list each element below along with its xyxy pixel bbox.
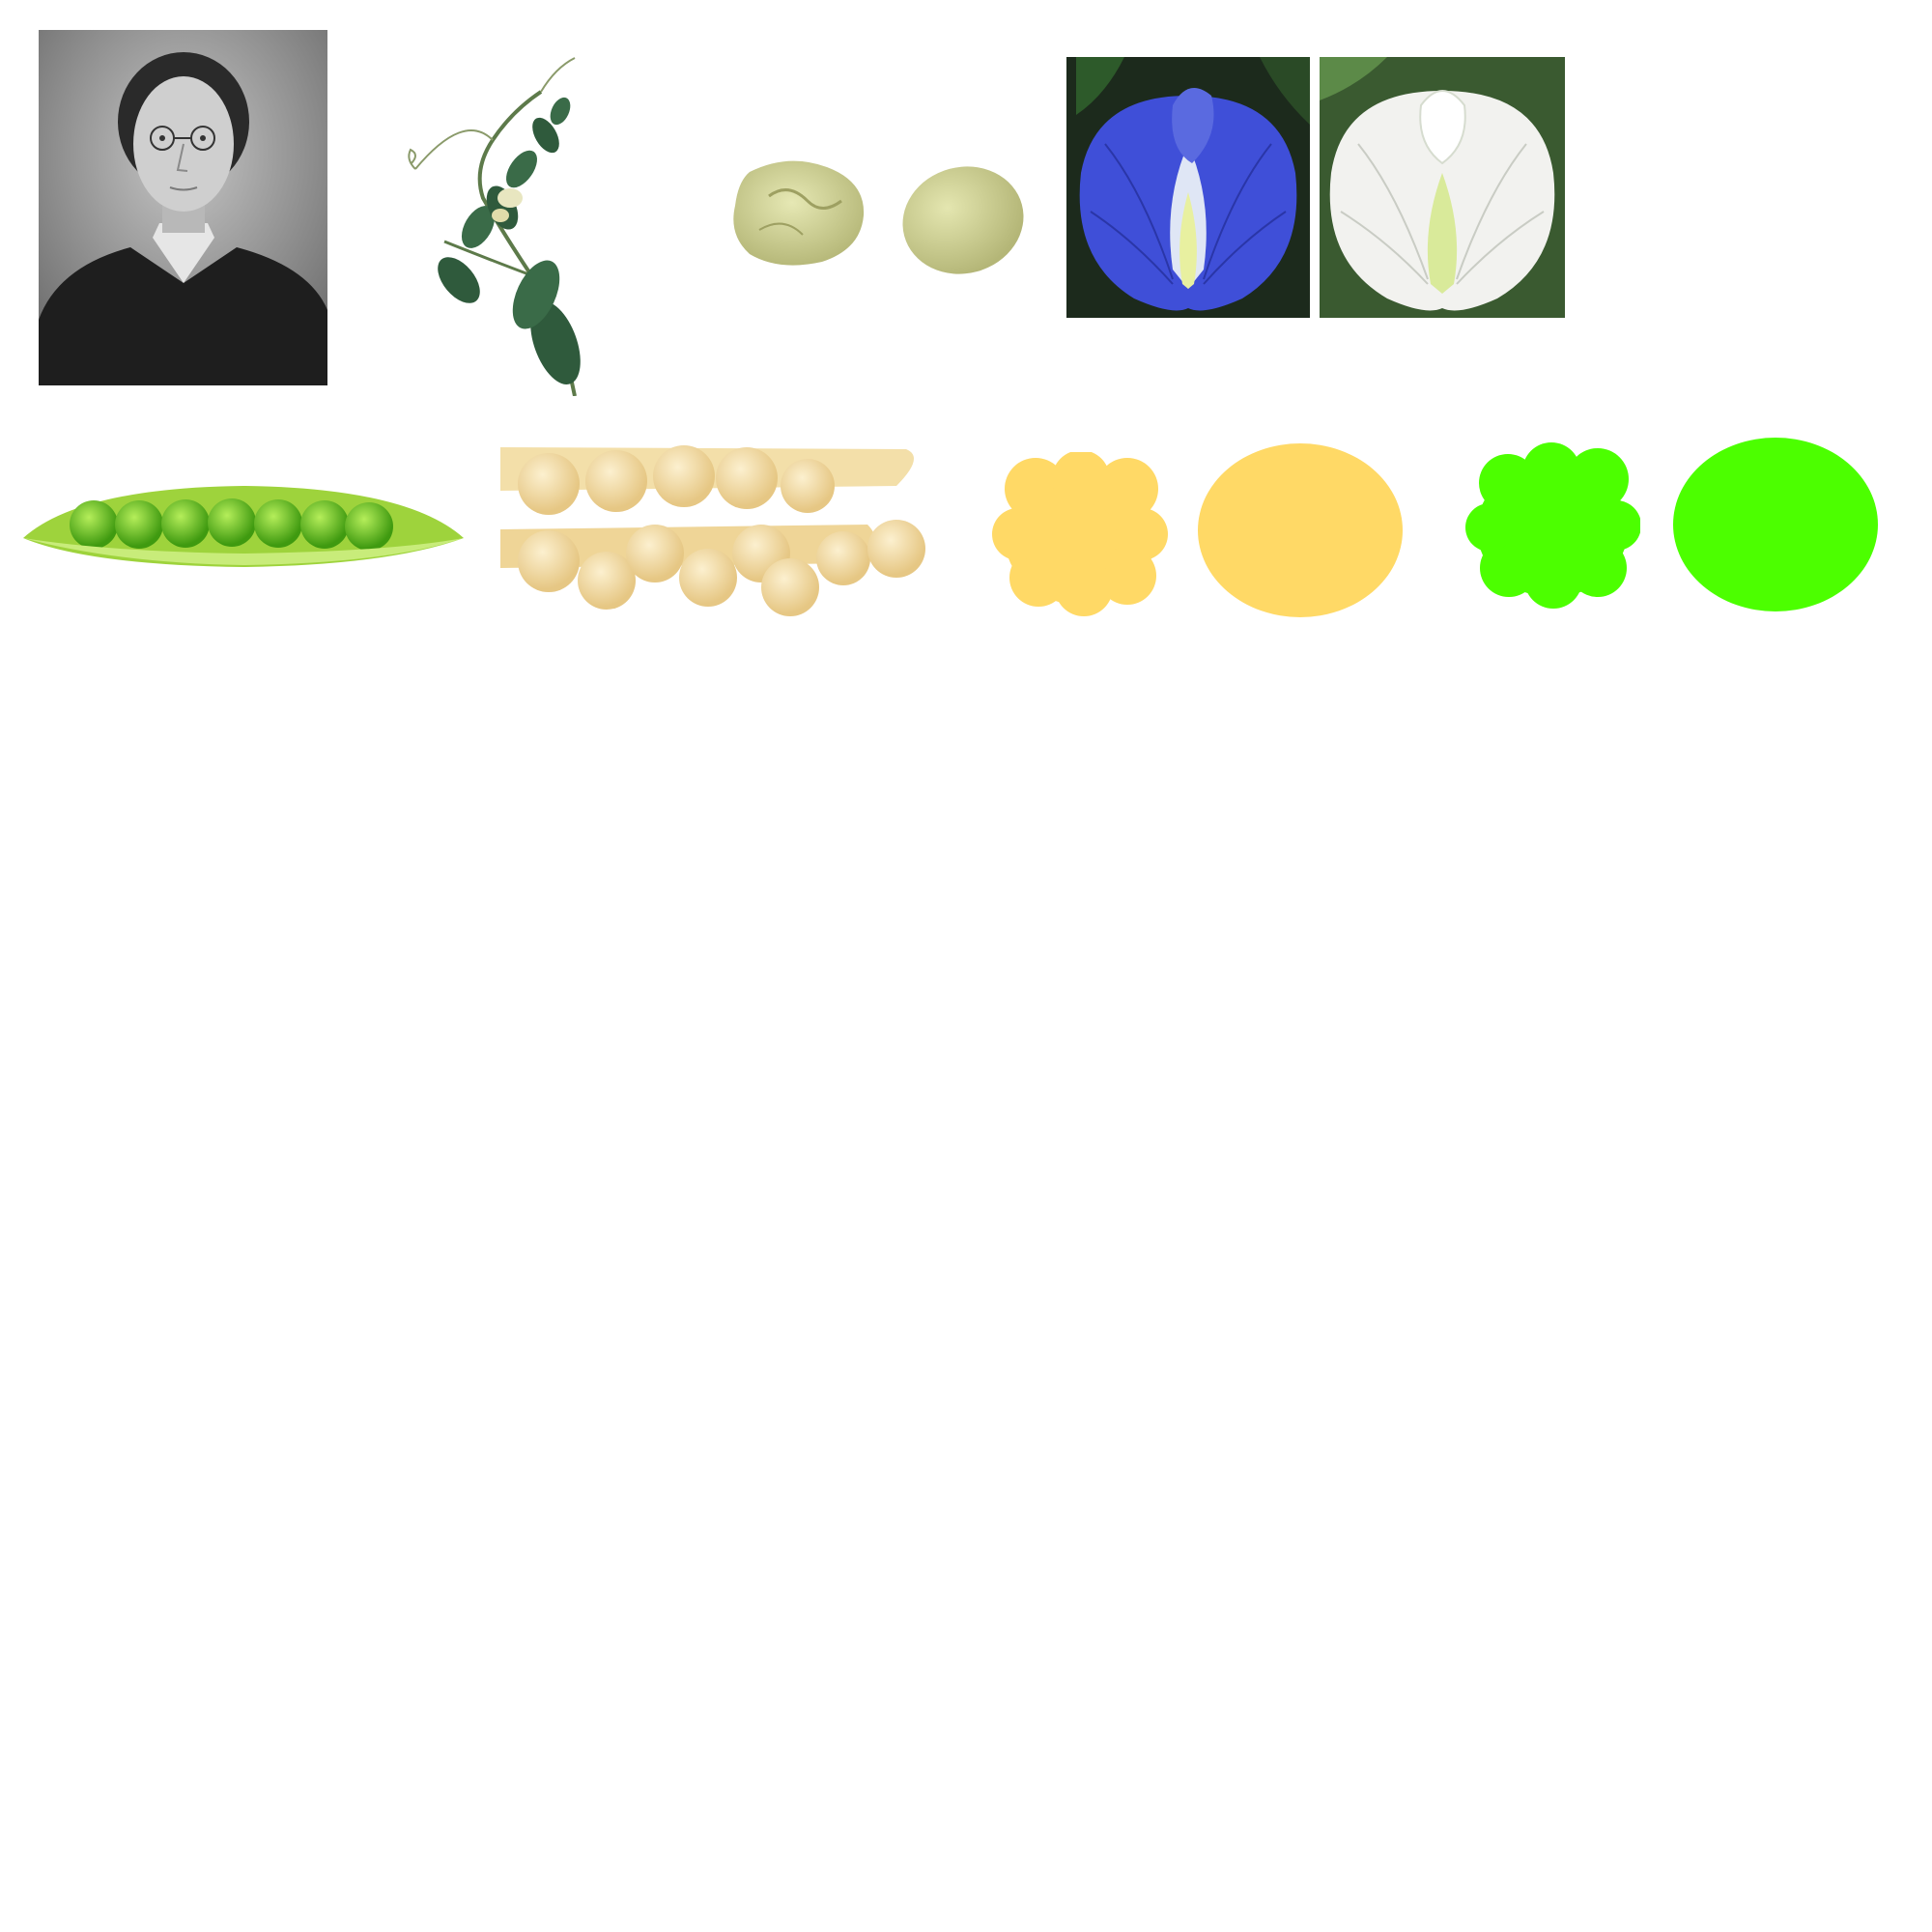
- pea-plant-illustration: [386, 53, 599, 396]
- yellow-wrinkled-shape: [992, 452, 1168, 618]
- green-pod-photo: [21, 478, 466, 575]
- green-wrinkled-shape: [1464, 442, 1640, 612]
- green-round-icon: [1673, 438, 1878, 611]
- round-seed: [900, 164, 1026, 275]
- green-wrinkled-icon: [1465, 442, 1640, 609]
- round-seed-icon: [902, 166, 1024, 274]
- yellow-pod-photo: [500, 438, 937, 621]
- wrinkled-seed: [730, 157, 869, 269]
- yellow-pod-icon: [500, 445, 925, 616]
- white-flower-photo: [1320, 57, 1565, 318]
- portrait-photo: [39, 30, 327, 385]
- yellow-round-shape: [1196, 442, 1405, 618]
- yellow-wrinkled-icon: [992, 452, 1168, 616]
- purple-flower-photo: [1066, 57, 1310, 318]
- purple-flower-icon: [1066, 57, 1310, 318]
- green-round-shape: [1672, 437, 1879, 612]
- white-flower-icon: [1320, 57, 1565, 318]
- yellow-round-icon: [1198, 443, 1403, 617]
- pea-plant-icon: [408, 57, 581, 396]
- green-pod-icon: [23, 486, 464, 567]
- wrinkled-seed-icon: [733, 160, 865, 266]
- portrait-icon: [39, 30, 327, 385]
